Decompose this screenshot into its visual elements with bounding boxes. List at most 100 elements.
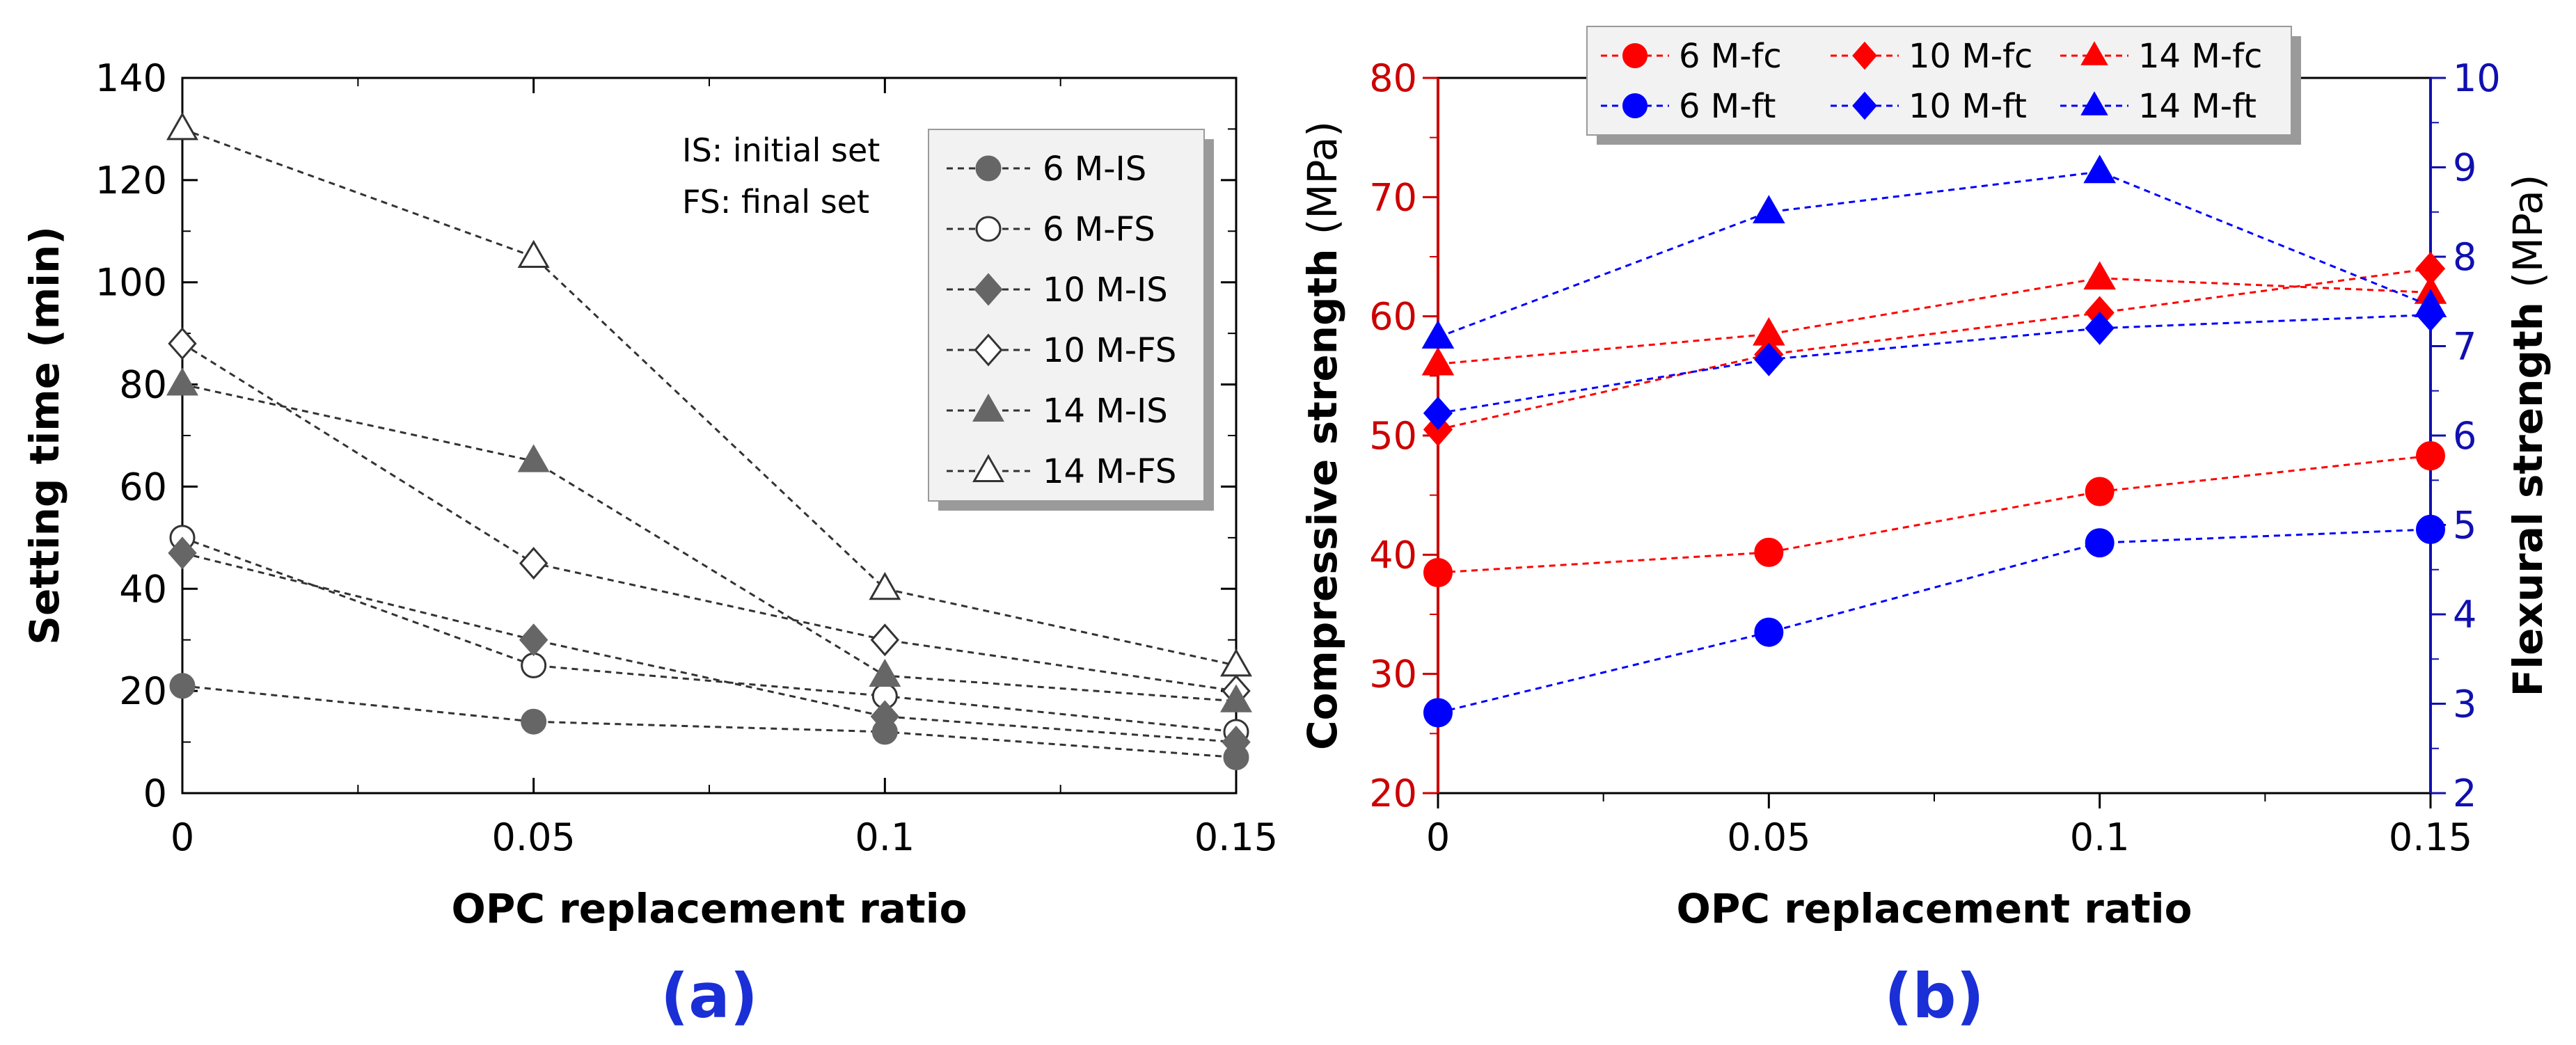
- panel-b-left-axis-title: Compressive strength (MPa): [1299, 121, 1346, 750]
- panel-a-setting-time-chart: 0 20 40 60 80 100 120 140 0 0.05 0.1 0.15 OPC repl…: [21, 56, 1278, 1032]
- data-point: [519, 547, 548, 580]
- left-tick-label: 70: [1369, 175, 1417, 219]
- legend-marker: [975, 155, 1002, 182]
- panel-a-plot-frame: [181, 77, 1238, 795]
- y-tick-label: 80: [119, 363, 167, 407]
- data-point: [1423, 396, 1453, 430]
- left-tick-label: 30: [1369, 653, 1417, 696]
- legend-item-6-m-fs: 6 M-FS: [947, 210, 1155, 249]
- legend-label: 6 M-IS: [1043, 150, 1146, 189]
- panel-a-note-final-set: FS: final set: [682, 183, 869, 221]
- data-point: [521, 708, 547, 735]
- right-tick-label: 6: [2453, 414, 2476, 458]
- data-point: [169, 673, 196, 699]
- data-point: [1423, 558, 1453, 588]
- panel-b-tick-marks: [1423, 77, 2446, 808]
- legend-marker: [974, 273, 1003, 306]
- left-tick-label: 60: [1369, 295, 1417, 339]
- data-point: [1421, 320, 1455, 349]
- x-tick-label: 0.05: [1727, 815, 1810, 859]
- y-tick-label: 0: [143, 772, 167, 815]
- series-6-m-is: [169, 673, 1249, 771]
- series-10-m-fc: [1423, 252, 2446, 447]
- legend-item-14-m-ft: 14 M-ft: [2060, 87, 2257, 126]
- legend-label: 14 M-FS: [1043, 452, 1176, 491]
- left-tick-label: 80: [1369, 56, 1417, 100]
- data-point: [1222, 726, 1251, 759]
- right-tick-label: 8: [2453, 235, 2476, 279]
- series-6-m-fc: [1423, 441, 2445, 588]
- series-line: [182, 128, 1237, 667]
- data-point: [2083, 154, 2116, 184]
- panel-b-right-tick-labels: 2 3 4 5 6 7 8 9 10: [2453, 56, 2501, 815]
- legend-item-10-m-fs: 10 M-FS: [947, 331, 1176, 370]
- series-14-m-ft: [1421, 154, 2447, 349]
- x-tick-label: 0: [171, 815, 194, 859]
- panel-a-x-tick-labels: 0 0.05 0.1 0.15: [171, 815, 1278, 859]
- series-14-m-is: [166, 367, 1252, 712]
- data-point: [168, 536, 197, 570]
- panel-b-left-tick-labels: 20 30 40 50 60 70 80: [1369, 56, 1417, 815]
- series-6-m-ft: [1423, 514, 2445, 728]
- x-tick-label: 0: [1426, 815, 1450, 859]
- data-point: [2085, 311, 2115, 345]
- series-line: [182, 342, 1237, 692]
- panel-b-label: (b): [1884, 960, 1984, 1032]
- x-tick-label: 0.05: [492, 815, 576, 859]
- legend-marker: [975, 216, 1002, 242]
- right-tick-label: 3: [2453, 683, 2476, 726]
- legend-label: 14 M-ft: [2138, 87, 2257, 126]
- right-tick-label: 9: [2453, 146, 2476, 190]
- data-point: [2085, 528, 2115, 558]
- left-tick-label: 50: [1369, 414, 1417, 458]
- data-point: [869, 658, 901, 687]
- data-point: [517, 239, 550, 268]
- legend-marker: [972, 454, 1004, 482]
- data-point: [2414, 289, 2447, 317]
- panel-b-legend: 6 M-fc 10 M-fc 14 M-fc 6 M-ft 10 M-ft 14 M-ft: [1601, 37, 2262, 126]
- legend-marker: [1622, 43, 1647, 68]
- y-tick-label: 120: [95, 159, 167, 202]
- legend-item-14-m-fs: 14 M-FS: [947, 452, 1176, 491]
- data-point: [1220, 684, 1252, 712]
- legend-label: 10 M-ft: [1909, 87, 2027, 126]
- data-point: [870, 700, 900, 733]
- series-14-m-fc: [1421, 261, 2447, 376]
- data-point: [166, 112, 198, 141]
- y-tick-label: 60: [119, 465, 167, 509]
- x-tick-label: 0.1: [855, 815, 915, 859]
- data-point: [2416, 441, 2445, 471]
- x-tick-label: 0.15: [1194, 815, 1278, 859]
- series-14-m-fs: [166, 112, 1252, 677]
- data-point: [517, 444, 550, 472]
- legend-item-10-m-is: 10 M-IS: [947, 271, 1168, 310]
- y-tick-label: 20: [119, 669, 167, 713]
- panel-a-legend: 6 M-IS 6 M-FS 10 M-IS 10 M-FS 14 M-IS 14 M-FS: [947, 150, 1176, 491]
- legend-marker: [2080, 41, 2108, 65]
- panel-b-legend-box: [1586, 26, 2292, 136]
- data-point: [2083, 261, 2116, 290]
- panel-a-series-lines: [166, 112, 1252, 771]
- left-tick-label: 20: [1369, 772, 1417, 815]
- y-tick-label: 100: [95, 261, 167, 305]
- series-line: [182, 685, 1237, 759]
- legend-label: 14 M-fc: [2138, 37, 2262, 76]
- series-10-m-ft: [1423, 298, 2446, 430]
- series-line: [182, 536, 1237, 733]
- left-tick-label: 40: [1369, 533, 1417, 577]
- panel-b-right-axis-title: Flexural strength (MPa): [2504, 175, 2552, 697]
- x-tick-label: 0.1: [2070, 815, 2130, 859]
- legend-item-6-m-ft: 6 M-ft: [1601, 87, 1776, 126]
- right-tick-label: 2: [2453, 772, 2476, 815]
- legend-label: 10 M-fc: [1909, 37, 2032, 76]
- legend-label: 14 M-IS: [1043, 392, 1168, 431]
- legend-label: 10 M-FS: [1043, 331, 1176, 370]
- data-point: [1754, 537, 1784, 567]
- legend-label: 6 M-fc: [1679, 37, 1782, 76]
- data-point: [869, 572, 901, 600]
- panel-a-legend-box: [928, 129, 1205, 502]
- series-line: [182, 552, 1237, 744]
- data-point: [521, 652, 547, 678]
- legend-marker: [1852, 91, 1877, 120]
- panel-a-label: (a): [661, 960, 758, 1032]
